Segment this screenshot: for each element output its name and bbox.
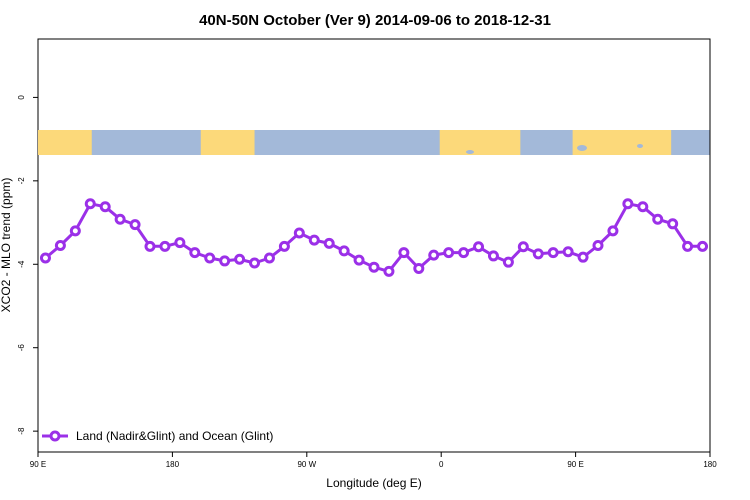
map-coast	[542, 137, 554, 143]
legend: Land (Nadir&Glint) and Ocean (Glint)	[42, 429, 273, 443]
map-land	[38, 130, 92, 155]
data-point	[159, 240, 171, 252]
data-point	[219, 255, 231, 267]
data-point	[39, 252, 51, 264]
x-tick-label: 180	[166, 460, 180, 469]
series-layer	[39, 198, 709, 277]
data-point	[174, 237, 186, 249]
data-point	[592, 240, 604, 251]
legend-label: Land (Nadir&Glint) and Ocean (Glint)	[76, 429, 273, 443]
map-land	[572, 130, 672, 155]
plot-frame	[37, 38, 711, 453]
map-coast	[637, 144, 643, 148]
series-line	[44, 202, 703, 273]
data-point	[69, 225, 81, 237]
data-point	[473, 241, 485, 253]
map-coast	[346, 145, 354, 149]
data-point	[413, 262, 425, 274]
data-point	[263, 252, 275, 264]
data-point	[204, 252, 216, 264]
data-point	[249, 257, 261, 269]
y-tick-label: -6	[17, 344, 26, 352]
data-point	[398, 247, 410, 259]
x-axis: 90 E 180 90 W 0 90 E 180	[30, 452, 717, 469]
data-point	[383, 265, 395, 277]
data-point	[487, 250, 499, 262]
data-point	[517, 241, 529, 253]
y-axis: 0 -2 -4 -6 -8	[17, 95, 38, 435]
data-point	[278, 240, 290, 252]
data-point	[99, 201, 111, 213]
x-axis-label: Longitude (deg E)	[326, 476, 421, 490]
data-point	[532, 248, 544, 260]
y-tick-label: -8	[17, 427, 26, 435]
data-point	[323, 237, 335, 249]
y-tick-label: -2	[17, 177, 26, 185]
world-map-band	[38, 130, 710, 155]
map-coast	[425, 138, 435, 142]
data-point	[577, 251, 589, 263]
map-land	[439, 130, 521, 155]
data-point	[54, 240, 66, 251]
x-tick-label: 90 E	[30, 460, 46, 469]
data-point	[293, 227, 305, 239]
data-point	[562, 246, 574, 258]
data-point	[502, 256, 514, 268]
data-point	[368, 261, 380, 273]
data-point	[114, 213, 126, 225]
data-point	[682, 240, 694, 252]
data-point	[129, 219, 141, 231]
data-point	[308, 234, 320, 246]
data-point	[428, 249, 440, 261]
data-point	[607, 225, 619, 237]
map-coast	[577, 145, 587, 151]
y-tick-label: 0	[17, 95, 26, 100]
x-tick-label: 0	[439, 460, 444, 469]
data-point	[547, 247, 559, 259]
data-point	[189, 247, 201, 259]
data-point	[637, 201, 649, 213]
legend-marker	[49, 430, 61, 442]
data-point	[338, 245, 350, 257]
data-point	[697, 240, 709, 252]
x-tick-label: 180	[703, 460, 717, 469]
chart-title: 40N-50N October (Ver 9) 2014-09-06 to 20…	[199, 12, 551, 29]
map-coast	[466, 150, 474, 154]
y-axis-label: XCO2 - MLO trend (ppm)	[0, 178, 13, 313]
x-tick-label: 90 E	[567, 460, 583, 469]
data-point	[234, 253, 246, 265]
data-point	[443, 247, 455, 259]
data-point	[353, 254, 365, 266]
data-point	[84, 198, 96, 210]
data-point	[652, 213, 664, 225]
x-tick-label: 90 W	[297, 460, 316, 469]
y-tick-label: -4	[17, 260, 26, 268]
map-land	[200, 130, 255, 155]
data-point	[144, 240, 156, 252]
data-point	[458, 247, 470, 259]
data-point	[667, 218, 679, 230]
data-point	[622, 198, 634, 210]
